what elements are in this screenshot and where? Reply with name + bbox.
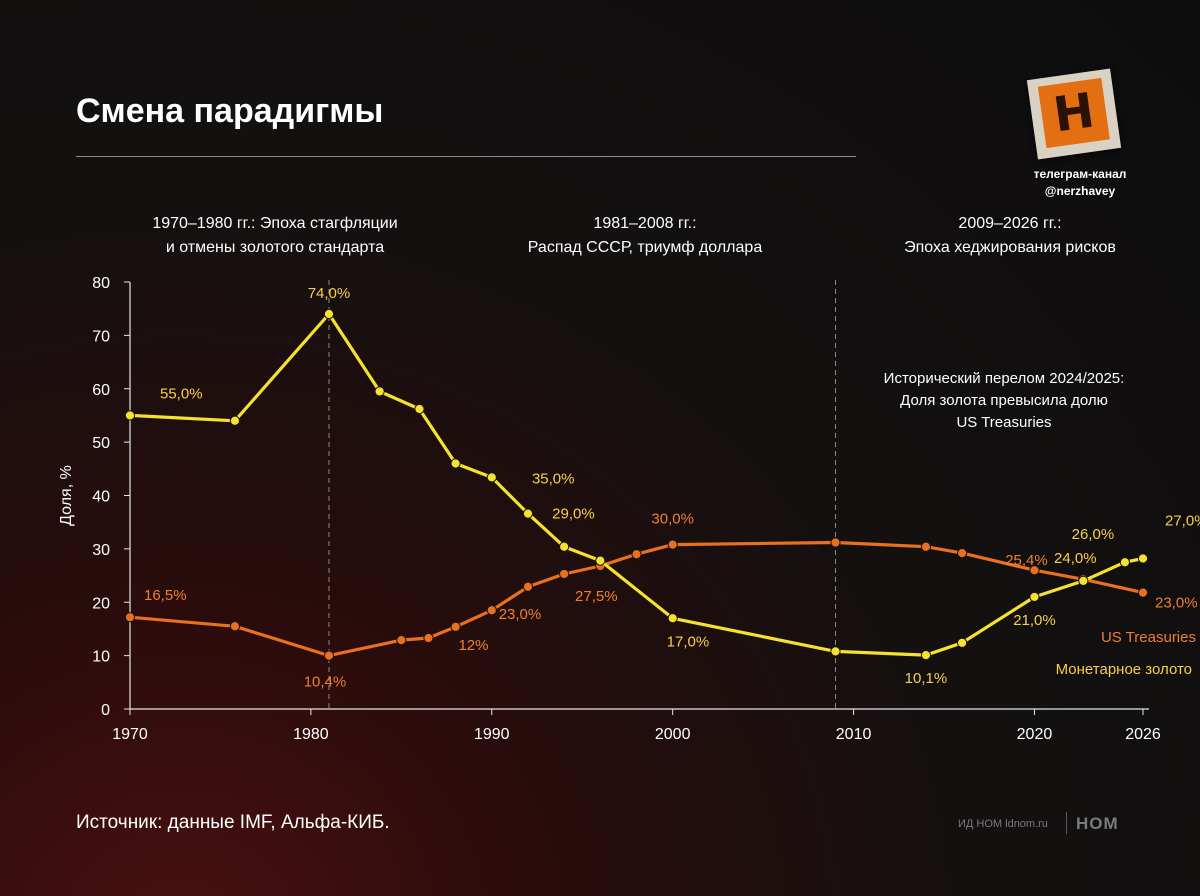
- treasuries-data-label: 30,0%: [651, 511, 694, 528]
- era-2-line-2: Распад СССР, триумф доллара: [527, 239, 763, 256]
- gold-data-point: [1029, 591, 1040, 603]
- gold-data-label: 35,0%: [532, 471, 575, 488]
- y-axis-title: Доля, %: [58, 465, 75, 526]
- gold-data-point: [595, 555, 606, 566]
- gold-data-point: [124, 410, 136, 421]
- gold-data-point: [1119, 557, 1131, 568]
- y-tick-label: 60: [92, 382, 110, 399]
- treasuries-data-point: [957, 548, 968, 559]
- y-tick-label: 70: [92, 328, 110, 345]
- y-tick-label: 10: [92, 649, 110, 666]
- gold-data-point: [374, 386, 385, 397]
- gold-data-point: [1137, 553, 1149, 564]
- y-tick-label: 50: [92, 435, 110, 452]
- x-tick-label: 1970: [112, 726, 148, 743]
- treasuries-data-label: 27,5%: [575, 588, 618, 605]
- gold-data-point: [414, 403, 425, 415]
- channel-line-1: телеграм-канал: [1033, 167, 1127, 181]
- y-tick-label: 30: [92, 542, 110, 559]
- era-2-line-1: 1981–2008 гг.:: [593, 215, 697, 232]
- treasuries-data-point: [124, 612, 136, 623]
- treasuries-series-line: [128, 540, 1145, 658]
- gold-data-point: [830, 646, 841, 657]
- era-3-label: 2009–2026 гг.: Эпоха хеджирования рисков: [880, 212, 1140, 260]
- channel-caption: телеграм-канал @nerzhavey: [1010, 166, 1150, 200]
- era-1-label: 1970–1980 гг.: Эпоха стагфляции и отмены…: [110, 212, 440, 260]
- x-tick-label: 1980: [293, 726, 329, 743]
- y-tick-label: 80: [92, 275, 110, 292]
- gold-data-label: 55,0%: [160, 385, 203, 402]
- treasuries-data-point: [559, 568, 570, 580]
- treasuries-data-point: [920, 541, 932, 552]
- note-line-3: US Treasuries: [956, 414, 1052, 431]
- gold-data-label: 24,0%: [1054, 550, 1097, 567]
- gold-data-label: 29,0%: [552, 506, 595, 523]
- x-tick-label: 2026: [1125, 726, 1161, 743]
- treasuries-data-point: [1137, 587, 1149, 598]
- gold-data-point: [229, 415, 241, 426]
- treasuries-data-point: [830, 537, 841, 548]
- x-tick-label: 2010: [836, 726, 872, 743]
- treasuries-data-label: 25,4%: [1005, 552, 1048, 569]
- gold-data-point: [522, 508, 534, 519]
- gold-data-point: [920, 649, 932, 661]
- treasuries-data-point: [396, 635, 407, 646]
- x-tick-label: 2020: [1017, 726, 1053, 743]
- gold-data-label: 26,0%: [1072, 526, 1115, 543]
- gold-data-point: [450, 458, 461, 469]
- note-line-2: Доля золота превысила долю: [900, 392, 1108, 409]
- treasuries-data-point: [1029, 565, 1040, 576]
- page-title: Смена парадигмы: [76, 92, 384, 130]
- x-tick-label: 2000: [655, 726, 691, 743]
- era-3-line-1: 2009–2026 гг.:: [958, 215, 1062, 232]
- era-1-line-2: и отмены золотого стандарта: [165, 239, 385, 256]
- gold-series-name: Монетарное золото: [1056, 661, 1192, 678]
- treasuries-data-label: 10,4%: [304, 674, 347, 691]
- treasuries-data-label: 23,0%: [499, 606, 542, 623]
- treasuries-data-label: 12%: [458, 637, 488, 654]
- x-tick-label: 1990: [474, 726, 510, 743]
- era-1-line-1: 1970–1980 гг.: Эпоха стагфляции: [152, 215, 398, 232]
- treasuries-data-point: [522, 581, 534, 592]
- channel-handle: @nerzhavey: [1044, 184, 1116, 198]
- note-line-1: Исторический перелом 2024/2025:: [883, 370, 1125, 387]
- source-note: Источник: данные IMF, Альфа-КИБ.: [76, 812, 390, 833]
- treasuries-data-label: 16,5%: [144, 587, 187, 604]
- era-2-label: 1981–2008 гг.: Распад СССР, триумф долла…: [500, 212, 790, 260]
- era-3-line-2: Эпоха хеджирования рисков: [904, 239, 1116, 256]
- footer-divider: [1066, 812, 1067, 834]
- treasuries-data-point: [423, 632, 434, 644]
- y-tick-label: 20: [92, 595, 110, 612]
- treasuries-data-point: [450, 621, 461, 632]
- gold-data-point: [559, 541, 570, 552]
- treasuries-data-point: [486, 605, 497, 616]
- gold-data-point: [667, 613, 678, 624]
- publisher-text: ИД НОМ ldnom.ru: [958, 818, 1048, 830]
- gold-data-label: 21,0%: [1013, 612, 1056, 629]
- treasuries-data-point: [631, 549, 642, 560]
- treasuries-data-point: [229, 621, 241, 632]
- treasuries-data-point: [667, 539, 678, 550]
- treasuries-data-label: 23,0%: [1155, 595, 1198, 612]
- gold-data-point: [1078, 575, 1089, 587]
- title-divider: [76, 156, 856, 157]
- gold-data-label: 17,0%: [667, 633, 710, 650]
- y-tick-label: 40: [92, 489, 110, 506]
- treasuries-data-point: [323, 650, 335, 661]
- gold-data-label: 10,1%: [905, 670, 948, 687]
- gold-series-line: [128, 312, 1145, 657]
- gold-data-point: [486, 472, 497, 483]
- gold-data-point: [957, 637, 968, 648]
- turning-point-note: Исторический перелом 2024/2025: Доля зол…: [860, 368, 1148, 434]
- y-tick-label: 0: [101, 702, 110, 719]
- gold-data-point: [323, 308, 335, 320]
- gold-data-label: 74,0%: [308, 285, 351, 302]
- gold-data-label: 27,0%: [1165, 512, 1200, 529]
- publisher-logo: НОМ: [1076, 814, 1119, 833]
- treasuries-series-name: US Treasuries: [1101, 629, 1196, 646]
